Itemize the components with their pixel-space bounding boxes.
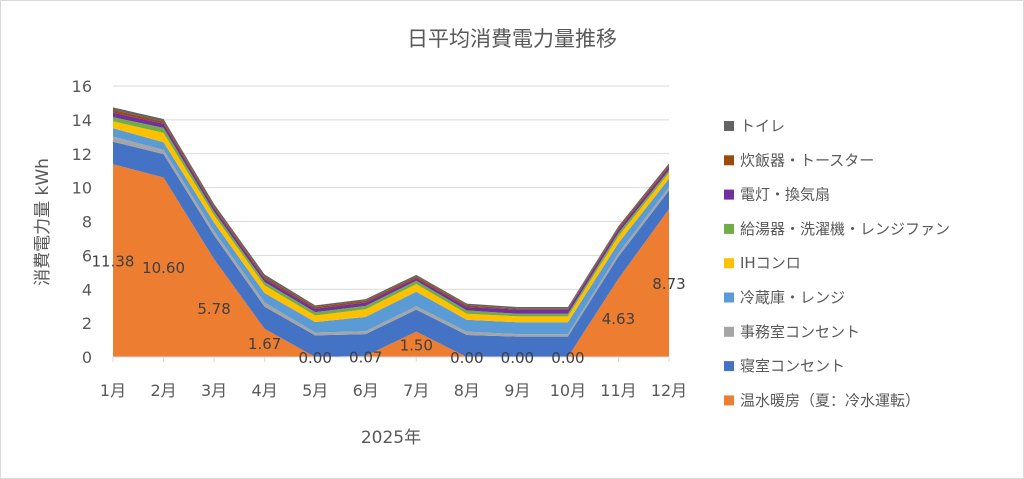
area-series-3	[113, 128, 669, 335]
legend-swatch	[724, 189, 734, 200]
x-tick-label: 6月	[353, 381, 379, 400]
legend-item: 電灯・換気扇	[724, 186, 830, 204]
y-tick-label: 0	[82, 348, 92, 367]
chart-title: 日平均消費電力量推移	[407, 27, 617, 51]
area-series-2	[113, 136, 669, 337]
legend-item: 給湯器・洗濯機・レンジファン	[724, 220, 950, 238]
data-label: 0.00	[450, 349, 483, 367]
data-label: 0.07	[349, 348, 382, 366]
legend-label: 冷蔵庫・レンジ	[740, 289, 845, 307]
legend-label: 電灯・換気扇	[740, 186, 830, 204]
legend-item: 炊飯器・トースター	[724, 151, 874, 169]
data-label: 5.78	[197, 300, 230, 318]
x-tick-label: 10月	[550, 381, 586, 400]
legend-swatch	[724, 361, 734, 372]
legend-swatch	[724, 121, 734, 131]
y-tick-label: 8	[82, 213, 92, 232]
data-label: 0.00	[298, 349, 331, 367]
y-axis-ticks: 0 2 4 6 8 10 12 14 16	[72, 77, 92, 367]
x-axis: 1月 2月 3月 4月 5月 6月 7月 8月 9月 10月 11月 12月	[100, 356, 687, 400]
legend-label: 炊飯器・トースター	[740, 151, 874, 169]
x-axis-label: 2025年	[361, 428, 421, 448]
data-labels: 11.38 10.60 5.78 1.67 0.00 0.07 1.50 0.00 0.00 0.…	[92, 253, 686, 367]
legend-swatch	[724, 223, 734, 234]
area-series-6	[113, 112, 669, 314]
y-tick-label: 16	[72, 77, 92, 96]
legend-item: 温水暖房（夏：冷水運転）	[724, 391, 920, 409]
data-label: 0.00	[501, 349, 534, 367]
legend-label: IHコンロ	[740, 254, 801, 272]
data-label: 0.00	[551, 349, 584, 367]
legend-label: トイレ	[740, 117, 785, 135]
x-tick-label: 8月	[454, 381, 480, 400]
data-label: 10.60	[142, 259, 185, 277]
y-axis-label: 消費電力量 kWh	[33, 158, 53, 286]
data-label: 8.73	[652, 275, 685, 293]
y-tick-label: 2	[82, 314, 92, 333]
data-label: 4.63	[602, 310, 635, 328]
y-tick-label: 10	[72, 179, 92, 198]
x-tick-label: 7月	[403, 381, 429, 400]
area-series	[113, 107, 669, 357]
legend-label: 温水暖房（夏：冷水運転）	[740, 391, 920, 409]
x-tick-label: 5月	[302, 381, 328, 400]
x-tick-label: 1月	[100, 381, 126, 400]
legend-swatch	[724, 395, 734, 406]
data-label: 1.67	[248, 335, 281, 353]
legend-label: 寝室コンセント	[740, 357, 845, 375]
area-series-1	[113, 141, 669, 357]
y-tick-label: 12	[72, 145, 92, 164]
x-tick-label: 2月	[150, 381, 176, 400]
area-series-5	[113, 117, 669, 317]
data-label: 11.38	[92, 253, 135, 271]
area-series-7	[113, 109, 669, 310]
legend-swatch	[724, 292, 734, 303]
data-label: 1.50	[400, 336, 433, 354]
y-tick-label: 14	[72, 111, 92, 130]
x-tick-label: 9月	[504, 381, 530, 400]
legend-item: 事務室コンセント	[724, 323, 860, 341]
legend-item: 冷蔵庫・レンジ	[724, 289, 845, 307]
legend-label: 給湯器・洗濯機・レンジファン	[740, 220, 950, 238]
x-tick-label: 12月	[651, 381, 687, 400]
area-series-4	[113, 121, 669, 323]
legend-swatch	[724, 326, 734, 337]
legend-label: 事務室コンセント	[740, 323, 860, 341]
x-tick-label: 11月	[600, 381, 636, 400]
y-tick-label: 4	[82, 280, 92, 299]
legend-swatch	[724, 155, 734, 166]
area-series-0	[113, 164, 669, 357]
x-tick-label: 3月	[201, 381, 227, 400]
legend-item: トイレ	[724, 117, 785, 135]
area-series-8	[113, 107, 669, 309]
legend-swatch	[724, 258, 734, 269]
legend-item: IHコンロ	[724, 254, 801, 272]
legend-item: 寝室コンセント	[724, 357, 845, 375]
y-tick-label: 6	[82, 246, 92, 265]
x-tick-label: 4月	[252, 381, 278, 400]
